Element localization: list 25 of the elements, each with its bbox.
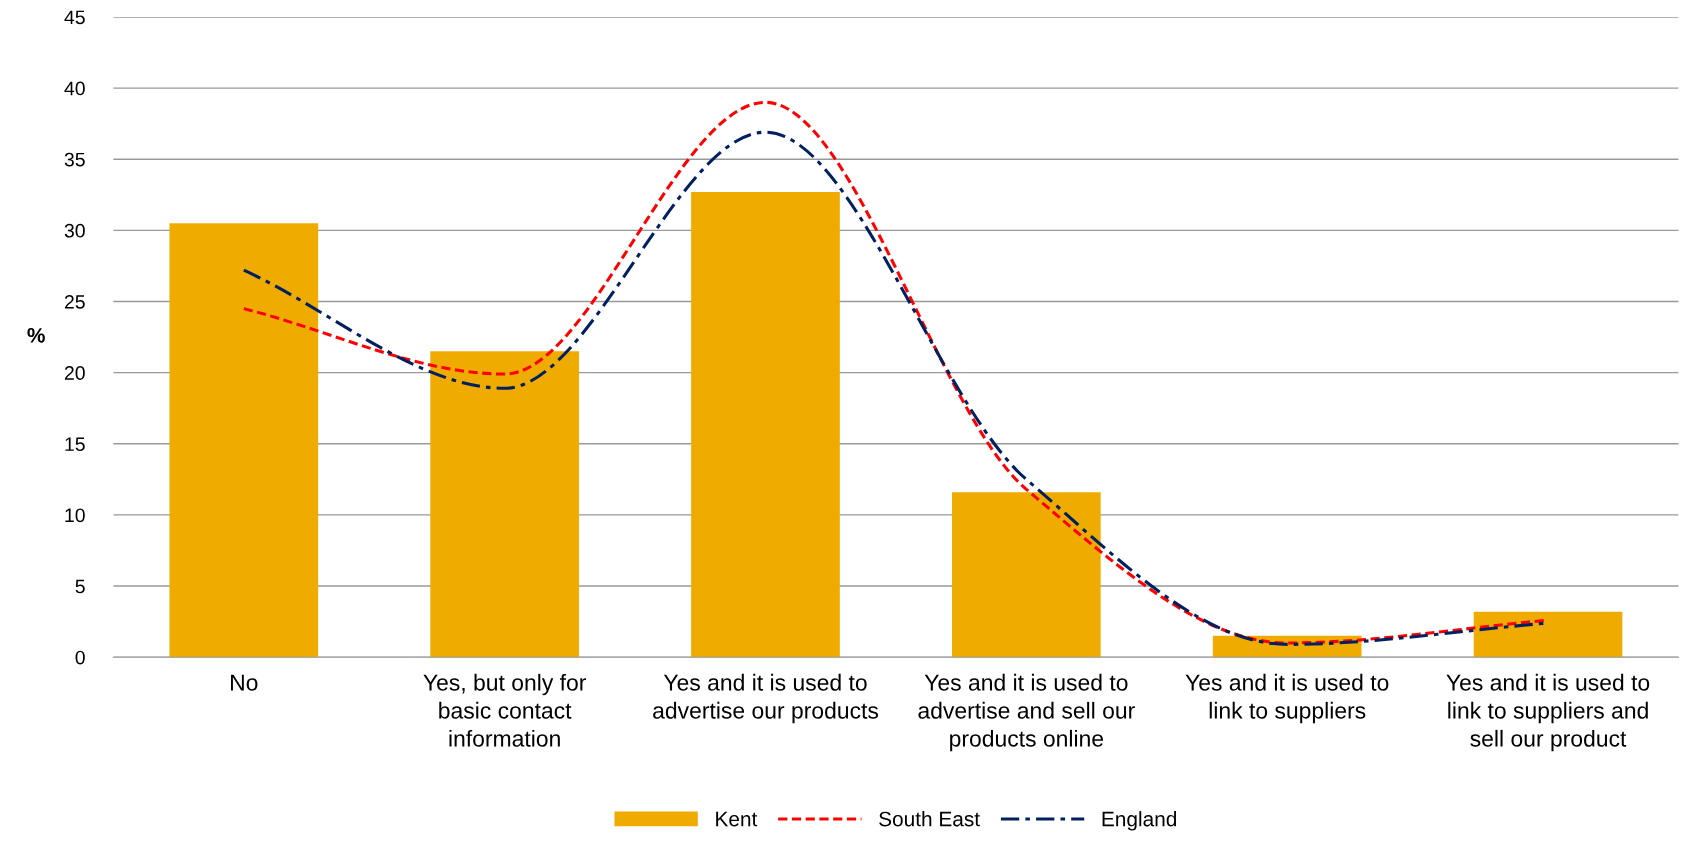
y-tick-label: 40 — [64, 81, 85, 96]
y-tick-label: 20 — [64, 366, 85, 380]
y-tick-label: 10 — [65, 508, 85, 523]
y-tick-label: 30 — [64, 223, 85, 238]
y-tick-label: 0 — [75, 650, 85, 665]
bar — [1473, 611, 1623, 658]
x-tick-label: No — [231, 674, 258, 691]
legend-label: Kent — [716, 811, 758, 827]
x-tick-label: Yes and it is used to advertise and sell our products online — [918, 673, 1135, 752]
legend-label: England — [1102, 811, 1177, 831]
x-tick-label: Yes and it is used to link to suppliers — [1185, 673, 1389, 724]
bar — [952, 492, 1101, 658]
y-tick-label: 35 — [64, 152, 85, 167]
y-tick-label: 15 — [65, 437, 85, 452]
legend-label: South East — [879, 811, 980, 827]
y-tick-label: 5 — [75, 579, 85, 594]
bar — [169, 223, 319, 658]
bar — [430, 351, 579, 658]
y-axis-title: % — [27, 327, 45, 343]
y-tick-label: 45 — [64, 10, 85, 25]
x-tick-label: Yes and it is used to link to suppliers and sell our product — [1446, 673, 1650, 752]
x-tick-label: Yes, but only for basic contact information — [423, 673, 587, 747]
y-tick-label: 25 — [64, 294, 85, 309]
x-tick-label: Yes and it is used to advertise our products — [653, 673, 879, 724]
bar — [691, 191, 840, 658]
